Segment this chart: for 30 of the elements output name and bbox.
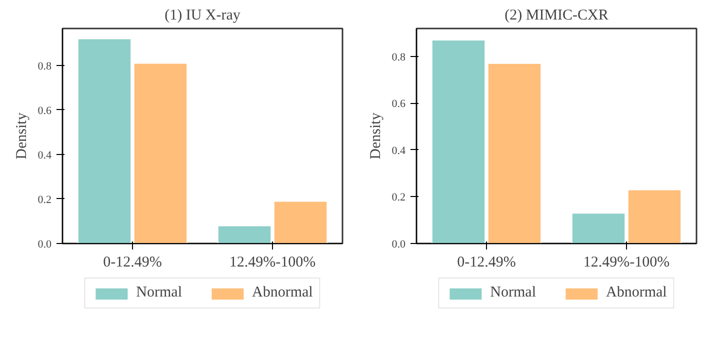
legend-label: Normal: [490, 284, 536, 302]
y-tick-label: 0.8: [392, 51, 406, 64]
chart-title: (1) IU X-ray: [164, 8, 241, 24]
y-tick-label: 0.6: [392, 98, 406, 110]
x-tick-label: 12.49%-100%: [229, 254, 316, 270]
y-tick-label: 0.0: [38, 238, 52, 250]
y-tick-label: 0.2: [38, 194, 52, 206]
chart-title: (2) MIMIC-CXR: [504, 8, 608, 24]
legend-label: Normal: [136, 284, 182, 302]
bar: [273, 200, 328, 244]
x-tick-label: 0-12.49%: [103, 254, 162, 270]
y-axis-title: Density: [14, 112, 30, 160]
y-tick-label: 0.0: [392, 238, 406, 250]
y-tick-label: 0.4: [392, 144, 406, 157]
y-tick-label: 0.4: [38, 149, 52, 162]
bar: [571, 212, 626, 244]
bar: [77, 38, 132, 244]
bar: [627, 189, 682, 244]
legend-label: Abnormal: [252, 284, 313, 302]
y-tick-label: 0.2: [392, 192, 406, 204]
bar: [431, 39, 486, 244]
y-axis-title: Density: [368, 112, 384, 160]
bar: [217, 225, 272, 244]
y-tick-label: 0.6: [38, 104, 52, 117]
x-tick-label: 0-12.49%: [457, 254, 516, 270]
bar: [487, 62, 542, 244]
x-tick-label: 12.49%-100%: [583, 254, 670, 270]
legend-label: Abnormal: [606, 284, 667, 302]
bar: [133, 62, 188, 244]
y-tick-label: 0.8: [38, 60, 52, 72]
